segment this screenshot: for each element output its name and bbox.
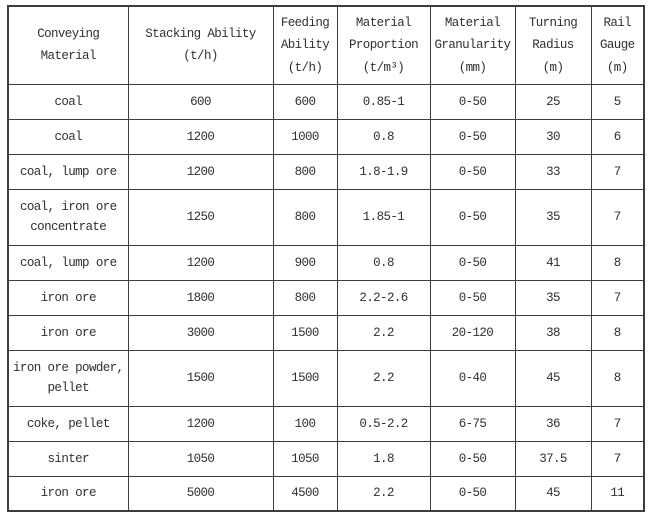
cell-rail-gauge: 7 xyxy=(590,153,645,190)
col-header-feeding-ability: Feeding Ability (t/h) xyxy=(272,5,338,85)
cell-turning-radius: 41 xyxy=(514,244,592,281)
table-row: sinter 1050 1050 1.8 0-50 37.5 7 xyxy=(7,440,645,477)
cell-material-proportion: 1.8 xyxy=(336,440,431,477)
cell-stacking-ability: 1250 xyxy=(127,188,274,246)
cell-material-proportion: 2.2-2.6 xyxy=(336,279,431,316)
cell-conveying-material: coal, lump ore xyxy=(7,153,129,190)
cell-turning-radius: 45 xyxy=(514,475,592,512)
cell-material-proportion: 0.85-1 xyxy=(336,83,431,120)
cell-feeding-ability: 900 xyxy=(272,244,338,281)
cell-turning-radius: 45 xyxy=(514,349,592,407)
cell-feeding-ability: 800 xyxy=(272,153,338,190)
table-row: iron ore 3000 1500 2.2 20-120 38 8 xyxy=(7,314,645,351)
table-row: coal, lump ore 1200 800 1.8-1.9 0-50 33 … xyxy=(7,153,645,190)
cell-material-granularity: 0-50 xyxy=(429,153,516,190)
cell-material-proportion: 1.85-1 xyxy=(336,188,431,246)
cell-feeding-ability: 800 xyxy=(272,188,338,246)
cell-material-granularity: 0-50 xyxy=(429,244,516,281)
cell-material-proportion: 0.8 xyxy=(336,244,431,281)
cell-material-granularity: 6-75 xyxy=(429,405,516,442)
cell-feeding-ability: 800 xyxy=(272,279,338,316)
cell-conveying-material: iron ore xyxy=(7,314,129,351)
cell-material-proportion: 1.8-1.9 xyxy=(336,153,431,190)
cell-stacking-ability: 1200 xyxy=(127,405,274,442)
cell-material-proportion: 2.2 xyxy=(336,349,431,407)
cell-turning-radius: 35 xyxy=(514,279,592,316)
page: Conveying Material Stacking Ability (t/h… xyxy=(0,5,650,512)
col-header-material-proportion: Material Proportion (t/m³) xyxy=(336,5,431,85)
material-specs-table: Conveying Material Stacking Ability (t/h… xyxy=(7,5,645,512)
cell-rail-gauge: 7 xyxy=(590,405,645,442)
cell-conveying-material: iron ore xyxy=(7,279,129,316)
cell-feeding-ability: 4500 xyxy=(272,475,338,512)
cell-conveying-material: coke, pellet xyxy=(7,405,129,442)
cell-turning-radius: 35 xyxy=(514,188,592,246)
cell-rail-gauge: 8 xyxy=(590,349,645,407)
cell-turning-radius: 38 xyxy=(514,314,592,351)
cell-stacking-ability: 600 xyxy=(127,83,274,120)
cell-conveying-material: coal, lump ore xyxy=(7,244,129,281)
cell-turning-radius: 36 xyxy=(514,405,592,442)
cell-stacking-ability: 5000 xyxy=(127,475,274,512)
cell-conveying-material: iron ore xyxy=(7,475,129,512)
table-row: coal, lump ore 1200 900 0.8 0-50 41 8 xyxy=(7,244,645,281)
cell-material-proportion: 2.2 xyxy=(336,314,431,351)
cell-turning-radius: 25 xyxy=(514,83,592,120)
cell-rail-gauge: 5 xyxy=(590,83,645,120)
cell-conveying-material: coal, iron ore concentrate xyxy=(7,188,129,246)
table-row: iron ore powder, pellet 1500 1500 2.2 0-… xyxy=(7,349,645,407)
cell-turning-radius: 37.5 xyxy=(514,440,592,477)
col-header-material-granularity: Material Granularity (mm) xyxy=(429,5,516,85)
cell-conveying-material: coal xyxy=(7,83,129,120)
cell-stacking-ability: 1200 xyxy=(127,118,274,155)
cell-material-proportion: 2.2 xyxy=(336,475,431,512)
cell-rail-gauge: 8 xyxy=(590,314,645,351)
cell-feeding-ability: 1500 xyxy=(272,349,338,407)
cell-material-granularity: 0-50 xyxy=(429,188,516,246)
table-row: coal, iron ore concentrate 1250 800 1.85… xyxy=(7,188,645,246)
col-header-conveying-material: Conveying Material xyxy=(7,5,129,85)
header-row: Conveying Material Stacking Ability (t/h… xyxy=(7,5,645,85)
cell-feeding-ability: 1000 xyxy=(272,118,338,155)
cell-material-granularity: 0-50 xyxy=(429,475,516,512)
cell-material-granularity: 0-40 xyxy=(429,349,516,407)
cell-feeding-ability: 100 xyxy=(272,405,338,442)
cell-stacking-ability: 1500 xyxy=(127,349,274,407)
cell-material-granularity: 20-120 xyxy=(429,314,516,351)
cell-rail-gauge: 7 xyxy=(590,279,645,316)
cell-stacking-ability: 3000 xyxy=(127,314,274,351)
cell-feeding-ability: 1050 xyxy=(272,440,338,477)
table-row: coke, pellet 1200 100 0.5-2.2 6-75 36 7 xyxy=(7,405,645,442)
table-row: coal 1200 1000 0.8 0-50 30 6 xyxy=(7,118,645,155)
cell-rail-gauge: 6 xyxy=(590,118,645,155)
cell-conveying-material: iron ore powder, pellet xyxy=(7,349,129,407)
cell-turning-radius: 33 xyxy=(514,153,592,190)
cell-material-granularity: 0-50 xyxy=(429,83,516,120)
cell-material-granularity: 0-50 xyxy=(429,118,516,155)
cell-rail-gauge: 8 xyxy=(590,244,645,281)
cell-feeding-ability: 1500 xyxy=(272,314,338,351)
cell-feeding-ability: 600 xyxy=(272,83,338,120)
cell-rail-gauge: 7 xyxy=(590,188,645,246)
cell-conveying-material: coal xyxy=(7,118,129,155)
cell-material-proportion: 0.8 xyxy=(336,118,431,155)
cell-stacking-ability: 1200 xyxy=(127,244,274,281)
cell-stacking-ability: 1200 xyxy=(127,153,274,190)
cell-turning-radius: 30 xyxy=(514,118,592,155)
table-row: iron ore 5000 4500 2.2 0-50 45 11 xyxy=(7,475,645,512)
col-header-turning-radius: Turning Radius (m) xyxy=(514,5,592,85)
cell-rail-gauge: 7 xyxy=(590,440,645,477)
cell-material-proportion: 0.5-2.2 xyxy=(336,405,431,442)
col-header-rail-gauge: Rail Gauge (m) xyxy=(590,5,645,85)
cell-stacking-ability: 1050 xyxy=(127,440,274,477)
cell-material-granularity: 0-50 xyxy=(429,440,516,477)
cell-stacking-ability: 1800 xyxy=(127,279,274,316)
cell-material-granularity: 0-50 xyxy=(429,279,516,316)
col-header-stacking-ability: Stacking Ability (t/h) xyxy=(127,5,274,85)
cell-rail-gauge: 11 xyxy=(590,475,645,512)
table-row: coal 600 600 0.85-1 0-50 25 5 xyxy=(7,83,645,120)
cell-conveying-material: sinter xyxy=(7,440,129,477)
table-row: iron ore 1800 800 2.2-2.6 0-50 35 7 xyxy=(7,279,645,316)
